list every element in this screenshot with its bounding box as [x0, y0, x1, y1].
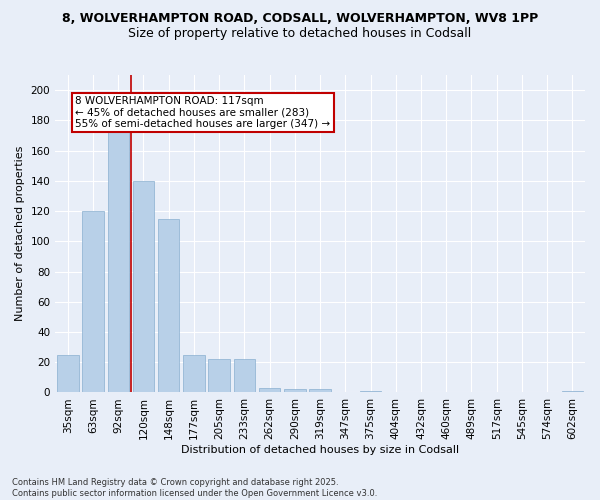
Bar — [133, 181, 154, 392]
Text: Contains HM Land Registry data © Crown copyright and database right 2025.
Contai: Contains HM Land Registry data © Crown c… — [12, 478, 377, 498]
Bar — [259, 388, 280, 392]
Bar — [284, 390, 305, 392]
Bar — [562, 391, 583, 392]
Text: 8 WOLVERHAMPTON ROAD: 117sqm
← 45% of detached houses are smaller (283)
55% of s: 8 WOLVERHAMPTON ROAD: 117sqm ← 45% of de… — [76, 96, 331, 130]
Y-axis label: Number of detached properties: Number of detached properties — [15, 146, 25, 322]
Bar — [107, 116, 129, 392]
Bar — [208, 359, 230, 392]
Text: 8, WOLVERHAMPTON ROAD, CODSALL, WOLVERHAMPTON, WV8 1PP: 8, WOLVERHAMPTON ROAD, CODSALL, WOLVERHA… — [62, 12, 538, 26]
Bar — [158, 218, 179, 392]
Bar — [310, 390, 331, 392]
Bar — [183, 354, 205, 393]
Bar — [82, 211, 104, 392]
Bar — [57, 354, 79, 393]
Bar — [360, 391, 381, 392]
Text: Size of property relative to detached houses in Codsall: Size of property relative to detached ho… — [128, 28, 472, 40]
X-axis label: Distribution of detached houses by size in Codsall: Distribution of detached houses by size … — [181, 445, 459, 455]
Bar — [233, 359, 255, 392]
